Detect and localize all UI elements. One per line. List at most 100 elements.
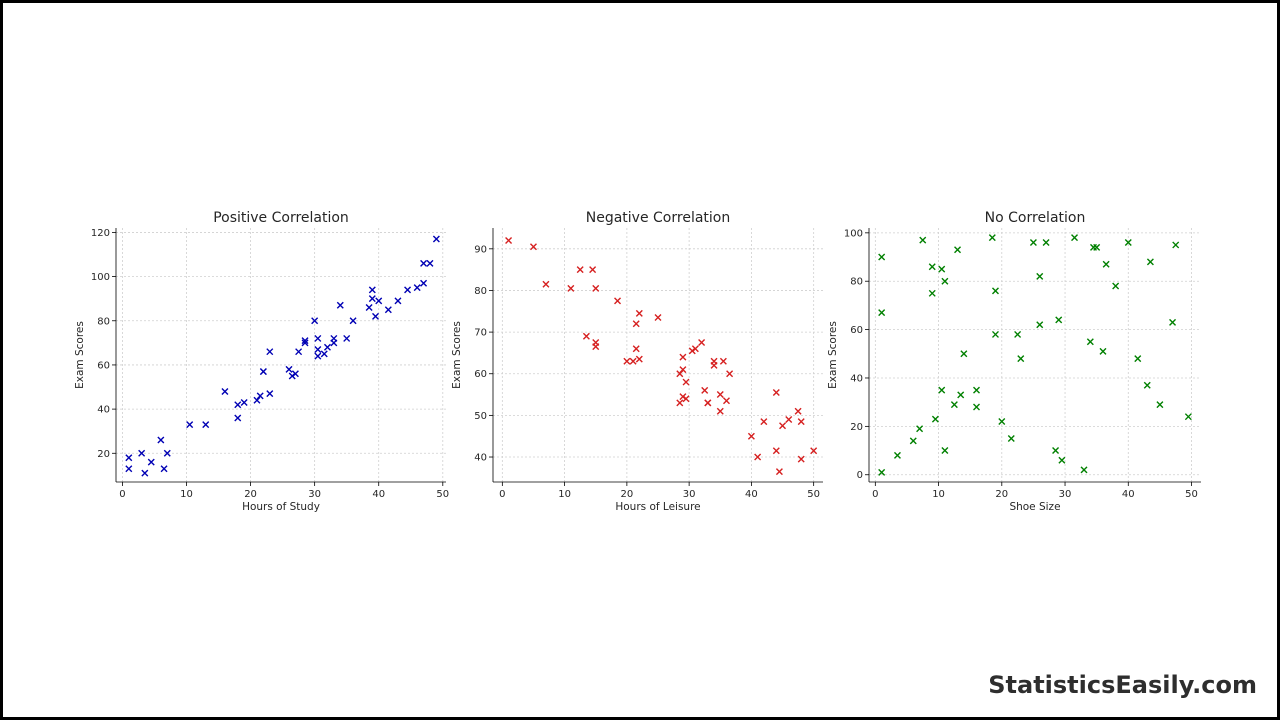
- data-point-x-marker: [1007, 434, 1015, 442]
- data-point-x-marker: [797, 455, 805, 463]
- data-point-x-marker: [160, 465, 168, 473]
- data-point-x-marker: [919, 236, 927, 244]
- data-point-x-marker: [957, 391, 965, 399]
- data-point-x-marker: [950, 401, 958, 409]
- data-point-x-marker: [529, 243, 537, 251]
- data-point-x-marker: [931, 415, 939, 423]
- data-point-x-marker: [716, 407, 724, 415]
- data-point-x-marker: [285, 365, 293, 373]
- data-point-x-marker: [710, 361, 718, 369]
- y-tick-label: 50: [474, 411, 487, 422]
- data-point-x-marker: [726, 370, 734, 378]
- y-tick-label: 80: [474, 286, 487, 297]
- data-point-x-marker: [592, 284, 600, 292]
- data-point-x-marker: [679, 393, 687, 401]
- data-point-x-marker: [368, 295, 376, 303]
- data-point-x-marker: [384, 306, 392, 314]
- x-axis-label: Shoe Size: [1009, 501, 1060, 513]
- data-point-x-marker: [632, 320, 640, 328]
- data-point-x-marker: [954, 246, 962, 254]
- watermark-logo: StatisticsEasily.com: [988, 671, 1257, 699]
- data-point-x-marker: [314, 345, 322, 353]
- x-axis-label: Hours of Leisure: [615, 501, 700, 513]
- data-point-x-marker: [928, 263, 936, 271]
- data-point-x-marker: [991, 287, 999, 295]
- data-point-x-marker: [234, 401, 242, 409]
- data-point-x-marker: [589, 266, 597, 274]
- data-point-x-marker: [1172, 241, 1180, 249]
- data-point-x-marker: [938, 265, 946, 273]
- data-point-x-marker: [635, 355, 643, 363]
- x-tick-label: 10: [932, 489, 945, 500]
- data-point-x-marker: [163, 449, 171, 457]
- y-tick-label: 40: [474, 453, 487, 464]
- y-tick-label: 120: [91, 228, 110, 239]
- data-point-x-marker: [323, 343, 331, 351]
- data-point-x-marker: [256, 392, 264, 400]
- data-point-x-marker: [747, 432, 755, 440]
- data-point-x-marker: [432, 235, 440, 243]
- x-tick-label: 40: [372, 489, 385, 500]
- data-point-x-marker: [775, 468, 783, 476]
- data-point-x-marker: [1017, 355, 1025, 363]
- data-point-x-marker: [420, 279, 428, 287]
- data-point-x-marker: [1071, 234, 1079, 242]
- x-tick-label: 0: [872, 489, 878, 500]
- data-point-x-marker: [266, 390, 274, 398]
- data-point-x-marker: [592, 343, 600, 351]
- data-point-x-marker: [291, 370, 299, 378]
- x-tick-label: 40: [1122, 489, 1135, 500]
- x-tick-label: 30: [683, 489, 696, 500]
- data-point-x-marker: [1134, 355, 1142, 363]
- data-point-x-marker: [676, 370, 684, 378]
- data-point-x-marker: [420, 259, 428, 267]
- data-point-x-marker: [941, 277, 949, 285]
- data-point-x-marker: [1042, 239, 1050, 247]
- data-point-x-marker: [266, 348, 274, 356]
- x-tick-label: 50: [1185, 489, 1198, 500]
- data-point-x-marker: [186, 421, 194, 429]
- data-point-x-marker: [635, 309, 643, 317]
- data-point-x-marker: [1143, 381, 1151, 389]
- data-point-x-marker: [202, 421, 210, 429]
- data-point-x-marker: [1124, 239, 1132, 247]
- data-point-x-marker: [614, 297, 622, 305]
- data-point-x-marker: [314, 352, 322, 360]
- data-point-x-marker: [629, 357, 637, 365]
- data-point-x-marker: [343, 334, 351, 342]
- data-point-x-marker: [797, 418, 805, 426]
- y-tick-label: 40: [97, 405, 110, 416]
- data-point-x-marker: [314, 334, 322, 342]
- chart-title: Positive Correlation: [213, 210, 349, 226]
- data-point-x-marker: [754, 453, 762, 461]
- data-point-x-marker: [1036, 272, 1044, 280]
- data-point-x-marker: [259, 368, 267, 376]
- data-point-x-marker: [394, 297, 402, 305]
- x-tick-label: 40: [745, 489, 758, 500]
- data-point-x-marker: [991, 330, 999, 338]
- data-point-x-marker: [988, 234, 996, 242]
- data-point-x-marker: [794, 407, 802, 415]
- y-tick-label: 60: [474, 369, 487, 380]
- data-point-x-marker: [542, 280, 550, 288]
- data-point-x-marker: [688, 347, 696, 355]
- chart-title: No Correlation: [985, 210, 1086, 226]
- data-point-x-marker: [682, 378, 690, 386]
- y-tick-label: 40: [850, 373, 863, 384]
- y-axis-label: Exam Scores: [827, 321, 839, 389]
- data-point-x-marker: [698, 339, 706, 347]
- data-point-x-marker: [701, 386, 709, 394]
- x-tick-label: 50: [807, 489, 820, 500]
- data-point-x-marker: [365, 304, 373, 312]
- x-tick-label: 30: [1059, 489, 1072, 500]
- x-tick-label: 10: [180, 489, 193, 500]
- y-tick-label: 20: [850, 422, 863, 433]
- data-point-x-marker: [157, 436, 165, 444]
- data-point-x-marker: [973, 386, 980, 394]
- data-point-x-marker: [221, 387, 229, 395]
- data-point-x-marker: [878, 253, 886, 261]
- chart-panel-1: 0 10 20 30 40 50 20 40 60 80 100 120 Positive Correl…: [74, 210, 449, 513]
- y-tick-label: 80: [97, 316, 110, 327]
- data-point-x-marker: [785, 416, 793, 424]
